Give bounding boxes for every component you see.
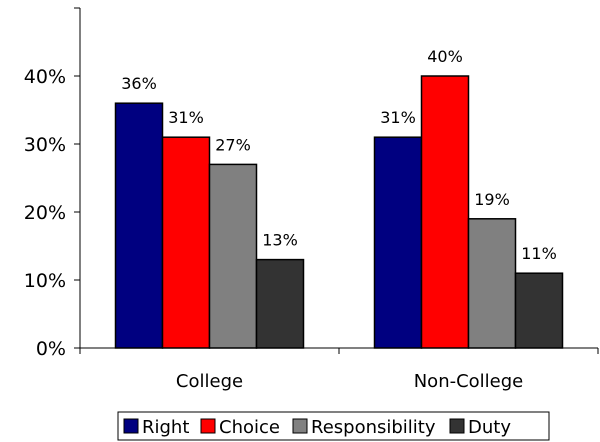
legend-label-right: Right: [142, 417, 189, 438]
x-category-label: College: [176, 371, 243, 392]
bar-choice-college: [161, 136, 211, 349]
legend-swatch-responsibility: [292, 418, 308, 434]
bar-duty-college: [255, 258, 305, 349]
legend-label-choice: Choice: [219, 417, 280, 438]
chart-data-labels: 36% 31% 27% 13% 31% 40% 19% 11%: [121, 47, 557, 263]
legend-swatch-duty: [449, 418, 465, 434]
legend-box: [117, 411, 550, 441]
y-tick-label: 30%: [24, 134, 66, 156]
x-category-label: Non-College: [414, 371, 524, 392]
bar-duty-non-college: [514, 272, 564, 349]
data-label: 19%: [474, 190, 510, 209]
bar-right-non-college: [373, 136, 423, 349]
data-label: 36%: [121, 74, 157, 93]
data-label: 11%: [521, 244, 557, 263]
legend-label-duty: Duty: [468, 417, 511, 438]
data-label: 31%: [380, 108, 416, 127]
bar-responsibility-non-college: [467, 218, 517, 349]
bar-right-college: [114, 102, 164, 349]
y-tick-label: 0%: [36, 338, 66, 360]
y-tick-label: 40%: [24, 66, 66, 88]
chart-axes: 0% 10% 20% 30% 40% College Non-College: [24, 7, 599, 392]
legend-swatch-choice: [200, 418, 216, 434]
y-tick-label: 10%: [24, 270, 66, 292]
data-label: 31%: [168, 108, 204, 127]
data-label: 27%: [215, 135, 251, 154]
bar-responsibility-college: [208, 163, 258, 349]
legend-swatch-right: [123, 418, 139, 434]
legend-label-responsibility: Responsibility: [311, 417, 436, 438]
chart-bars: [114, 75, 564, 349]
data-label: 40%: [427, 47, 463, 66]
y-tick-label: 20%: [24, 202, 66, 224]
bar-choice-non-college: [420, 75, 470, 349]
data-label: 13%: [262, 231, 298, 250]
chart-legend: Right Choice Responsibility Duty: [117, 411, 550, 441]
